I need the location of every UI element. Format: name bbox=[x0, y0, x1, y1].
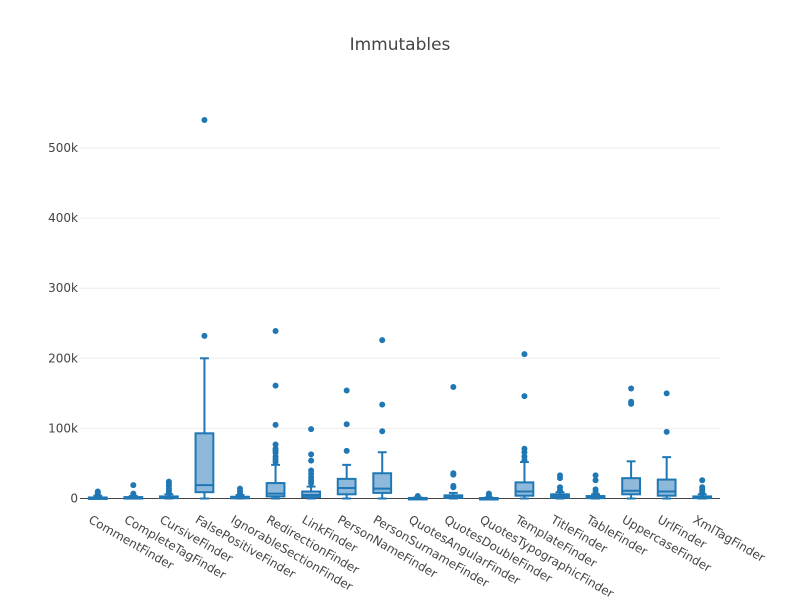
outlier-point bbox=[272, 421, 279, 428]
box-trace bbox=[692, 477, 713, 500]
outlier-point bbox=[557, 472, 563, 479]
outlier-point bbox=[379, 428, 386, 435]
box-traces bbox=[87, 116, 713, 501]
outlier-point bbox=[272, 445, 279, 452]
outlier-point bbox=[130, 490, 137, 497]
box-trace bbox=[514, 351, 535, 500]
outlier-point bbox=[521, 351, 528, 358]
box-trace bbox=[301, 426, 322, 500]
box-trace bbox=[621, 385, 642, 500]
box-iqr bbox=[656, 478, 677, 497]
outlier-point bbox=[343, 421, 350, 428]
outlier-point bbox=[628, 385, 635, 392]
box-trace bbox=[443, 384, 464, 500]
outlier-point bbox=[699, 477, 706, 484]
x-axis-tick-labels: CommentFinderCompleteTagFinderCursiveFin… bbox=[86, 512, 767, 600]
outlier-point bbox=[450, 482, 457, 489]
outlier-point bbox=[308, 451, 315, 458]
outlier-point bbox=[592, 486, 599, 493]
y-tick-label: 0 bbox=[70, 492, 78, 506]
outlier-point bbox=[379, 337, 386, 344]
box-trace bbox=[407, 493, 428, 501]
box-trace bbox=[194, 116, 215, 500]
box-trace bbox=[479, 490, 499, 501]
outlier-point bbox=[343, 447, 350, 454]
outlier-point bbox=[165, 478, 172, 485]
box-trace bbox=[336, 387, 357, 500]
outlier-point bbox=[557, 484, 563, 491]
y-tick-label: 500k bbox=[48, 141, 78, 155]
y-axis-tick-labels: 0 100k 200k 300k 400k 500k bbox=[48, 141, 78, 506]
outlier-point bbox=[308, 457, 315, 464]
outlier-point bbox=[272, 382, 279, 389]
y-tick-label: 100k bbox=[48, 421, 78, 435]
outlier-point bbox=[521, 393, 528, 400]
outlier-point bbox=[592, 477, 599, 484]
outlier-point bbox=[308, 426, 315, 433]
outlier-point bbox=[521, 453, 528, 460]
outlier-point bbox=[130, 482, 137, 489]
outlier-point bbox=[272, 327, 279, 334]
box-trace bbox=[585, 472, 606, 500]
box-iqr bbox=[336, 477, 357, 496]
box-trace bbox=[159, 478, 179, 500]
box-iqr bbox=[372, 472, 393, 494]
box-trace bbox=[123, 482, 144, 500]
y-tick-label: 300k bbox=[48, 281, 78, 295]
outlier-point bbox=[379, 401, 386, 408]
outlier-point bbox=[237, 485, 243, 492]
y-tick-label: 400k bbox=[48, 211, 78, 225]
outlier-point bbox=[628, 398, 635, 405]
box-trace bbox=[230, 485, 250, 500]
gridlines bbox=[80, 147, 720, 499]
box-iqr bbox=[514, 481, 535, 497]
outlier-point bbox=[521, 445, 528, 452]
outlier-point bbox=[699, 484, 706, 491]
outlier-point bbox=[308, 467, 315, 474]
box-trace bbox=[372, 337, 393, 500]
outlier-point bbox=[592, 472, 599, 479]
outlier-point bbox=[663, 390, 670, 397]
box-trace bbox=[550, 472, 570, 500]
outlier-point bbox=[201, 332, 208, 339]
outlier-point bbox=[201, 116, 208, 123]
box-trace bbox=[87, 488, 108, 500]
outlier-point bbox=[272, 441, 279, 448]
outlier-point bbox=[343, 387, 350, 394]
outlier-point bbox=[485, 490, 492, 497]
box-trace bbox=[265, 327, 286, 500]
outlier-point bbox=[94, 488, 101, 495]
outlier-point bbox=[663, 428, 670, 435]
box-iqr bbox=[194, 432, 215, 494]
outlier-point bbox=[450, 470, 457, 477]
y-tick-label: 200k bbox=[48, 351, 78, 365]
chart-title: Immutables bbox=[350, 35, 451, 55]
outlier-point bbox=[414, 493, 421, 500]
box-trace bbox=[656, 390, 677, 500]
box-iqr bbox=[621, 477, 642, 496]
outlier-point bbox=[450, 384, 457, 391]
